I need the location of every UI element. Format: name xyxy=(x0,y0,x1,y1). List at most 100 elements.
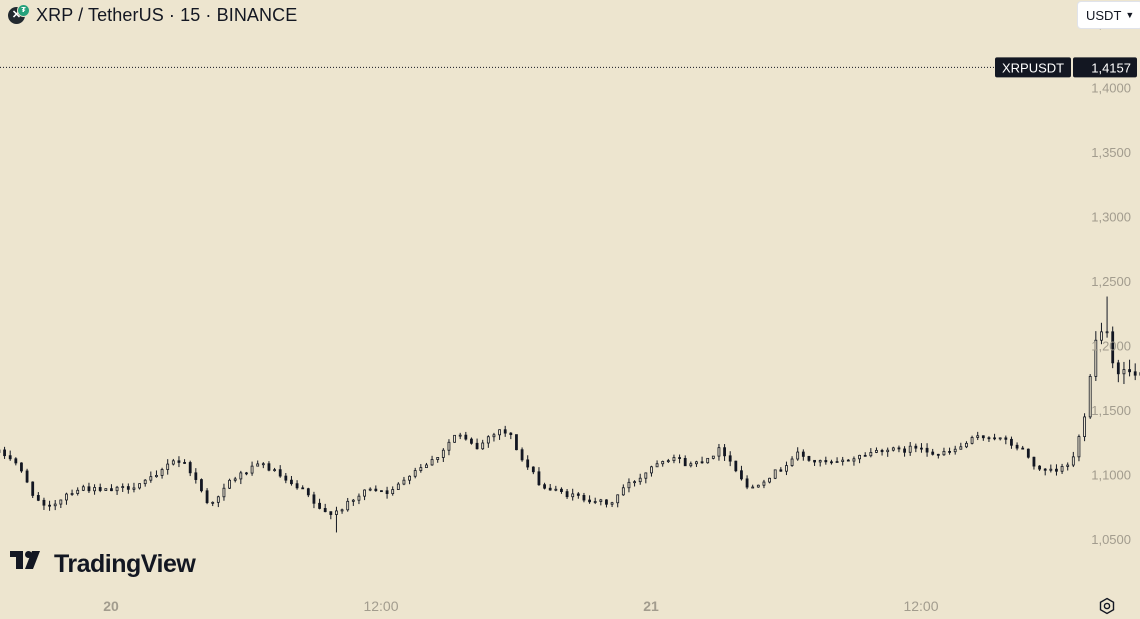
candle-body xyxy=(605,499,608,505)
candle-body xyxy=(599,499,603,502)
candle-body xyxy=(121,486,125,488)
candle-body xyxy=(1122,369,1126,375)
candle-body xyxy=(925,447,929,453)
tradingview-logo[interactable]: TradingView xyxy=(10,549,196,579)
candle-body xyxy=(413,470,417,477)
candle-body xyxy=(1128,369,1131,373)
candle-body xyxy=(1071,456,1075,466)
time-tick-label: 12:00 xyxy=(903,598,938,614)
candle-body xyxy=(537,471,541,486)
candle-body xyxy=(211,501,215,504)
candle-body xyxy=(183,462,186,464)
candle-body xyxy=(374,488,378,492)
candle-body xyxy=(155,475,158,478)
candle-body xyxy=(430,459,434,466)
gear-icon xyxy=(1099,597,1115,615)
candle-body xyxy=(256,463,260,467)
candle-body xyxy=(76,489,80,494)
candle-body xyxy=(70,493,74,495)
candle-body xyxy=(261,463,265,466)
candle-body xyxy=(650,466,653,474)
symbol-header[interactable]: ✕ ₮ XRP / TetherUS · 15 · BINANCE xyxy=(8,4,297,26)
candle-body xyxy=(745,478,749,488)
candle-body xyxy=(14,458,18,464)
candle-body xyxy=(351,499,355,502)
candle-body xyxy=(368,488,372,491)
candle-body xyxy=(970,437,974,444)
candle-body xyxy=(633,481,636,484)
candle-body xyxy=(903,448,906,453)
tradingview-logo-text: TradingView xyxy=(54,549,196,578)
candle-body xyxy=(785,465,788,472)
candle-body xyxy=(588,499,591,503)
candle-body xyxy=(1094,339,1098,377)
candle-body xyxy=(1032,456,1036,467)
time-tick-label: 12:00 xyxy=(363,598,398,614)
candle-body xyxy=(520,449,524,461)
candle-body xyxy=(768,477,771,483)
candle-body xyxy=(346,500,350,511)
candle-body xyxy=(200,479,203,492)
candle-body xyxy=(115,486,119,492)
candle-body xyxy=(295,483,299,489)
candle-body xyxy=(363,489,366,497)
candle-body xyxy=(920,447,923,450)
price-tick-label: 1,4000 xyxy=(1091,81,1131,96)
candle-body xyxy=(1038,465,1041,470)
symbol-title[interactable]: XRP / TetherUS · 15 · BINANCE xyxy=(36,4,298,25)
candle-body xyxy=(1043,468,1047,471)
candle-body xyxy=(976,435,980,438)
candle-body xyxy=(8,455,12,460)
candle-body xyxy=(689,463,693,467)
candle-body xyxy=(830,461,833,464)
candle-body xyxy=(340,509,344,512)
candle-body xyxy=(914,445,918,449)
time-tick-label: 20 xyxy=(103,598,119,614)
candle-body xyxy=(267,463,271,471)
candle-body xyxy=(998,437,1002,440)
candle-body xyxy=(582,495,586,501)
currency-dropdown[interactable]: USDT ▼ xyxy=(1077,1,1140,29)
candle-body xyxy=(228,479,231,489)
candle-body xyxy=(683,458,687,467)
candle-body xyxy=(936,453,940,456)
candle-body xyxy=(205,490,209,503)
candle-body xyxy=(593,501,597,503)
candle-body xyxy=(81,486,85,491)
candle-body xyxy=(239,472,243,480)
price-axis: 1,0500 1,1000 1,1500 1,2000 1,2500 1,3000 1,35… xyxy=(1091,16,1131,547)
candle-body xyxy=(245,472,248,475)
candle-body xyxy=(627,481,631,489)
candle-body xyxy=(1111,331,1115,364)
candle-body xyxy=(475,442,479,450)
candle-body xyxy=(863,454,867,457)
candle-body xyxy=(98,487,102,491)
candle-body xyxy=(498,429,501,436)
candle-body xyxy=(110,488,113,492)
candle-body xyxy=(306,488,310,496)
candle-body xyxy=(458,434,462,437)
candle-body xyxy=(419,467,423,471)
candle-body xyxy=(441,449,445,458)
candle-body xyxy=(869,452,873,457)
time-tick-label: 21 xyxy=(643,598,659,614)
candle-body xyxy=(53,503,57,507)
candle-body xyxy=(509,432,513,435)
candle-body xyxy=(171,460,175,465)
candle-body xyxy=(565,491,569,498)
candle-body xyxy=(318,502,321,509)
candle-body xyxy=(87,486,91,492)
candle-body xyxy=(706,457,710,464)
candle-body xyxy=(1010,438,1013,446)
candle-body xyxy=(610,502,614,505)
tradingview-logo-icon xyxy=(10,551,46,577)
chart-settings-button[interactable] xyxy=(1096,595,1118,617)
xrp-usdt-coin-icon: ✕ ₮ xyxy=(8,4,30,26)
candle-body xyxy=(1083,416,1086,437)
candle-body xyxy=(492,434,496,438)
candle-body xyxy=(48,504,51,507)
price-tick-label: 1,1500 xyxy=(1091,403,1131,418)
tag-symbol-label: XRPUSDT xyxy=(1002,60,1064,75)
candle-body xyxy=(59,499,63,505)
